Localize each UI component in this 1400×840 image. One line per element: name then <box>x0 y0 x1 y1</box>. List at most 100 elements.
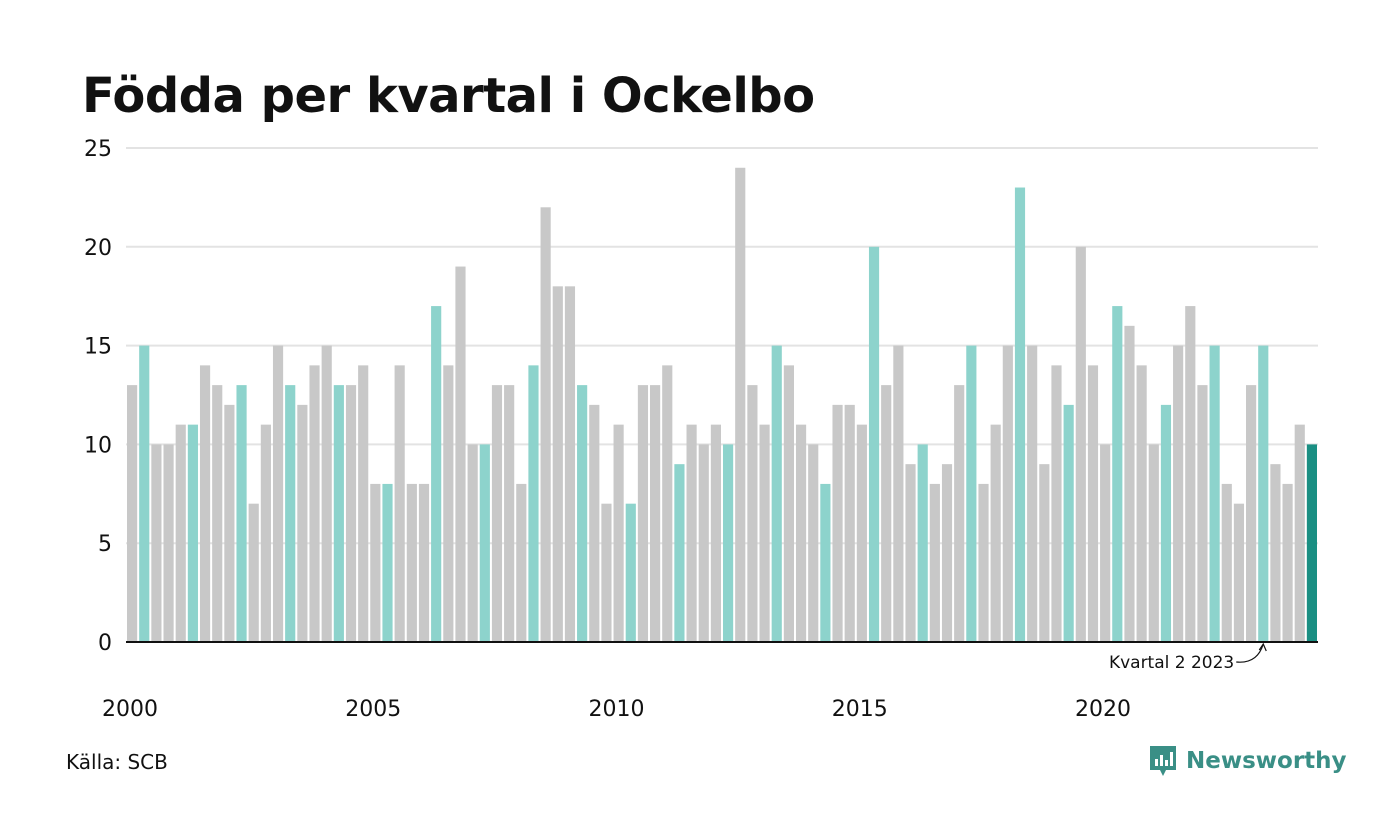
bar <box>212 385 223 642</box>
x-tick-label: 2010 <box>589 697 645 722</box>
bar <box>990 424 1001 642</box>
bar <box>163 444 174 642</box>
bar <box>406 483 417 642</box>
bar <box>175 424 186 642</box>
bar <box>1051 365 1062 642</box>
bar <box>333 385 344 642</box>
bar <box>382 483 393 642</box>
bar <box>941 464 953 642</box>
annotation-label: Kvartal 2 2023 <box>1109 653 1234 673</box>
bar <box>321 345 332 642</box>
bar <box>564 286 576 642</box>
bar <box>1258 345 1269 642</box>
bar <box>917 444 928 642</box>
bar <box>686 424 697 642</box>
bar <box>1221 483 1232 642</box>
y-tick-label: 25 <box>84 137 112 162</box>
bar <box>224 404 235 642</box>
bar <box>868 246 880 643</box>
bar <box>577 385 588 642</box>
bar <box>698 444 709 642</box>
bar <box>358 365 369 642</box>
bar <box>1014 187 1026 642</box>
bar <box>1282 483 1293 642</box>
bar <box>370 483 381 642</box>
bar <box>455 266 466 642</box>
bar <box>929 483 940 642</box>
bar <box>710 424 721 642</box>
bar <box>1294 424 1305 642</box>
bar <box>820 483 831 642</box>
bar <box>625 503 636 642</box>
bar <box>650 385 661 642</box>
bar <box>260 424 271 642</box>
bar <box>236 385 247 642</box>
chart-title: Födda per kvartal i Ockelbo <box>82 68 815 124</box>
bar <box>297 404 308 642</box>
bar <box>1197 385 1208 642</box>
bar <box>418 483 430 642</box>
x-tick-label: 2015 <box>832 697 888 722</box>
bar <box>905 464 916 642</box>
bar <box>954 385 965 642</box>
bar <box>662 365 673 642</box>
source-credit: Källa: SCB <box>66 750 168 774</box>
bar <box>1136 365 1147 642</box>
annotation-arrowhead <box>1258 642 1267 652</box>
bar <box>552 286 563 642</box>
bar <box>309 365 320 642</box>
bar <box>1002 345 1013 642</box>
bar <box>795 424 807 642</box>
bar <box>1063 404 1074 642</box>
bar <box>637 385 649 642</box>
bar <box>759 424 770 642</box>
bar <box>467 444 478 642</box>
bar <box>893 345 904 642</box>
x-tick-label: 2020 <box>1075 697 1131 722</box>
bar <box>516 483 527 642</box>
bar <box>528 365 539 642</box>
x-tick-label: 2000 <box>102 697 158 722</box>
y-tick-label: 20 <box>84 236 112 261</box>
bar <box>431 306 442 642</box>
bar <box>601 503 612 642</box>
bar <box>723 444 734 642</box>
y-tick-label: 10 <box>84 433 112 458</box>
newsworthy-logo: Newsworthy <box>1148 744 1347 778</box>
bar <box>540 207 551 642</box>
bar <box>808 444 819 642</box>
bar <box>127 385 138 642</box>
bar <box>491 385 503 642</box>
bar <box>832 404 843 642</box>
x-tick-label: 2005 <box>345 697 401 722</box>
y-tick-label: 15 <box>84 335 112 360</box>
bar <box>978 483 989 642</box>
bar <box>881 385 892 642</box>
bar <box>1027 345 1038 642</box>
y-tick-label: 5 <box>98 532 112 557</box>
bar <box>1270 464 1281 642</box>
bar <box>735 167 746 642</box>
bar <box>1185 306 1196 642</box>
bar <box>844 404 855 642</box>
bar <box>479 444 490 642</box>
bar <box>783 365 794 642</box>
bar <box>1173 345 1184 642</box>
bar-chart: 0 5 10 15 20 25 2000 2005 2010 2015 2020 Kvartal 2 … <box>84 137 1318 722</box>
bar <box>1075 246 1086 643</box>
bar <box>1160 404 1172 642</box>
bar <box>747 385 758 642</box>
bar <box>285 385 296 642</box>
bar <box>394 365 405 642</box>
bar <box>1112 306 1123 642</box>
bar <box>589 404 600 642</box>
bar <box>139 345 150 642</box>
newsworthy-chart-bubble-icon <box>1150 746 1176 776</box>
bar <box>199 365 211 642</box>
bar <box>345 385 357 642</box>
bar <box>1246 385 1257 642</box>
bar <box>272 345 284 642</box>
bar <box>187 424 198 642</box>
bar <box>1209 345 1220 642</box>
bar <box>443 365 454 642</box>
